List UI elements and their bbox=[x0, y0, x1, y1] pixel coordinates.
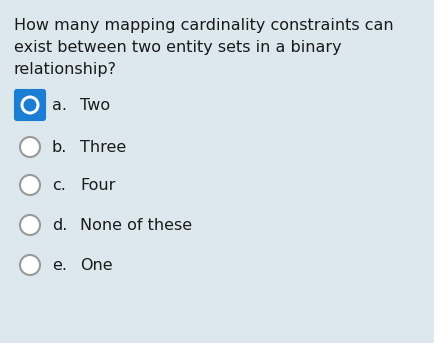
Circle shape bbox=[20, 215, 40, 235]
Text: Three: Three bbox=[80, 140, 126, 154]
Text: b.: b. bbox=[52, 140, 67, 154]
Text: a.: a. bbox=[52, 97, 67, 113]
Circle shape bbox=[20, 255, 40, 275]
Text: d.: d. bbox=[52, 217, 67, 233]
Text: None of these: None of these bbox=[80, 217, 192, 233]
Text: Two: Two bbox=[80, 97, 110, 113]
Circle shape bbox=[20, 137, 40, 157]
Text: One: One bbox=[80, 258, 112, 272]
Text: relationship?: relationship? bbox=[14, 62, 117, 77]
Circle shape bbox=[23, 98, 36, 111]
FancyBboxPatch shape bbox=[15, 90, 45, 120]
Text: e.: e. bbox=[52, 258, 67, 272]
Text: Four: Four bbox=[80, 177, 115, 192]
Text: exist between two entity sets in a binary: exist between two entity sets in a binar… bbox=[14, 40, 341, 55]
Circle shape bbox=[20, 175, 40, 195]
Text: How many mapping cardinality constraints can: How many mapping cardinality constraints… bbox=[14, 18, 393, 33]
Text: c.: c. bbox=[52, 177, 66, 192]
Circle shape bbox=[20, 95, 39, 115]
